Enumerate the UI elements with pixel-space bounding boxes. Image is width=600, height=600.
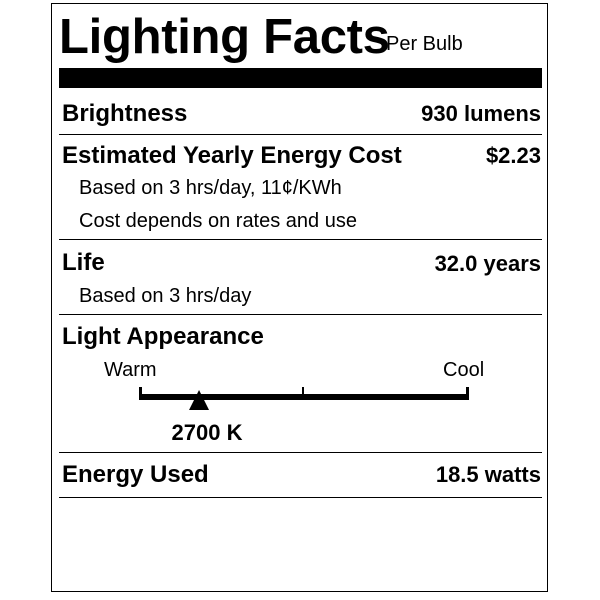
life-value: 32.0 years bbox=[434, 251, 541, 276]
cost-note-2: Cost depends on rates and use bbox=[79, 210, 357, 232]
life-note: Based on 3 hrs/day bbox=[79, 285, 252, 307]
energy-label: Energy Used bbox=[62, 461, 209, 488]
cost-note-1: Based on 3 hrs/day, 11¢/KWh bbox=[79, 177, 342, 199]
divider bbox=[59, 134, 542, 135]
cool-label: Cool bbox=[443, 359, 485, 381]
label-frame bbox=[51, 3, 548, 592]
brightness-label: Brightness bbox=[62, 100, 188, 127]
scale-tick-right bbox=[466, 387, 469, 400]
divider bbox=[59, 314, 542, 315]
cost-label: Estimated Yearly Energy Cost bbox=[62, 142, 402, 169]
energy-value: 18.5 watts bbox=[435, 462, 541, 487]
label-title: Lighting Facts bbox=[59, 10, 390, 64]
scale-tick-mid bbox=[302, 387, 304, 400]
divider bbox=[59, 239, 542, 240]
label-subtitle: Per Bulb bbox=[386, 33, 463, 55]
title-bar bbox=[59, 68, 542, 88]
color-temperature-value: 2700 K bbox=[171, 420, 243, 445]
brightness-value: 930 lumens bbox=[421, 101, 541, 126]
appearance-label: Light Appearance bbox=[62, 323, 264, 350]
divider bbox=[59, 497, 542, 498]
life-label: Life bbox=[62, 249, 105, 276]
scale-marker-triangle bbox=[189, 390, 210, 410]
warm-label: Warm bbox=[104, 359, 157, 381]
divider bbox=[59, 452, 542, 453]
cost-value: $2.23 bbox=[485, 143, 541, 168]
scale-tick-left bbox=[139, 387, 142, 400]
